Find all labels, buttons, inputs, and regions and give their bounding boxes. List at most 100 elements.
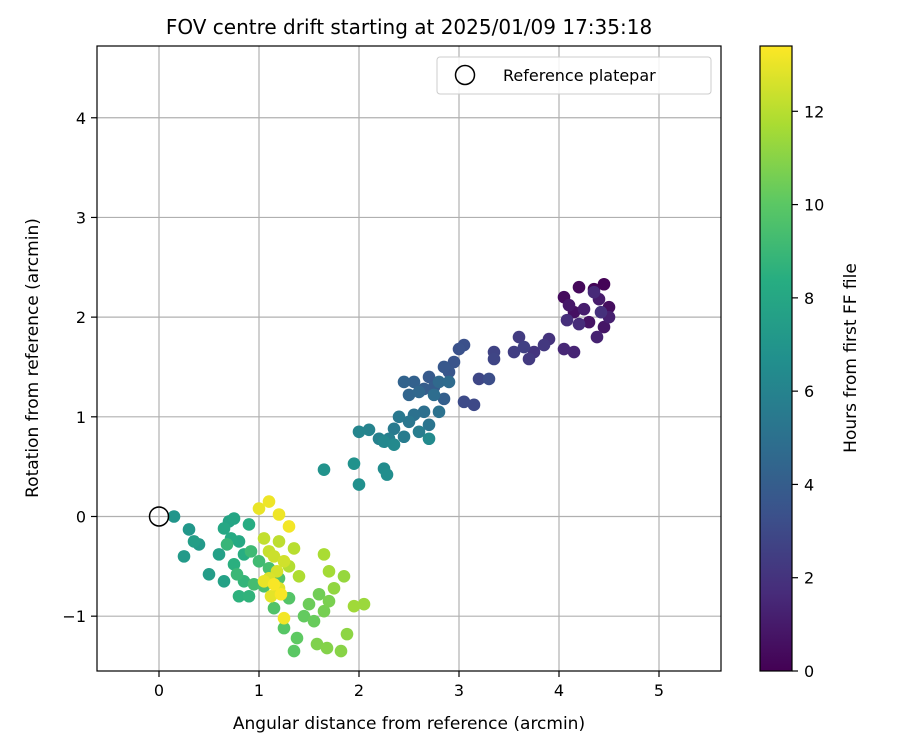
data-point xyxy=(220,538,234,551)
data-point xyxy=(312,587,326,601)
data-point xyxy=(347,599,361,613)
data-point xyxy=(244,545,258,558)
plot-area: 0 1 2 3 4 5 −1 0 1 2 3 4 xyxy=(62,45,722,700)
data-point xyxy=(334,644,348,658)
legend-box xyxy=(436,56,712,95)
data-point xyxy=(517,340,531,354)
legend-label: Reference platepar xyxy=(503,66,656,85)
data-point xyxy=(340,627,354,641)
data-point xyxy=(317,548,331,561)
legend: Reference platepar xyxy=(436,56,712,95)
data-point xyxy=(432,375,446,389)
data-point xyxy=(272,508,286,521)
data-point xyxy=(487,352,501,366)
data-point xyxy=(247,577,261,591)
data-point xyxy=(572,280,586,294)
data-point xyxy=(274,587,288,601)
chart-title: FOV centre drift starting at 2025/01/09 … xyxy=(166,15,652,39)
y-tick-label: 1 xyxy=(76,408,86,427)
data-point xyxy=(327,581,341,595)
x-axis-title: Angular distance from reference (arcmin) xyxy=(233,714,585,734)
data-point xyxy=(407,375,421,389)
data-point xyxy=(567,345,581,359)
data-point xyxy=(320,641,334,655)
data-point xyxy=(352,425,366,439)
data-point xyxy=(287,542,301,555)
data-point xyxy=(447,355,461,369)
y-tick-label: 0 xyxy=(76,507,86,526)
data-point xyxy=(472,372,486,386)
data-point xyxy=(467,398,481,412)
y-axis-title: Rotation from reference (arcmin) xyxy=(23,218,43,498)
colorbar-tick-label: 4 xyxy=(804,475,814,494)
data-point xyxy=(452,342,466,356)
data-point xyxy=(187,535,201,548)
data-point xyxy=(597,320,611,334)
data-point xyxy=(292,570,306,583)
data-point xyxy=(267,550,281,563)
colorbar-tick-label: 8 xyxy=(804,289,814,308)
colorbar-tick-label: 0 xyxy=(804,662,814,681)
data-point xyxy=(402,415,416,429)
data-point xyxy=(437,392,451,406)
data-point xyxy=(257,574,271,588)
y-tick-label: 3 xyxy=(76,208,86,227)
data-point xyxy=(397,375,411,389)
data-point xyxy=(277,555,291,568)
x-tick-label: 0 xyxy=(154,681,164,700)
data-point xyxy=(217,522,231,535)
data-point xyxy=(437,360,451,374)
data-point xyxy=(522,352,536,366)
data-point xyxy=(232,589,246,603)
data-point xyxy=(392,410,406,424)
data-point xyxy=(347,457,361,470)
data-point xyxy=(402,388,416,402)
data-point xyxy=(307,614,321,628)
data-point xyxy=(257,532,271,545)
data-point xyxy=(457,395,471,409)
x-tick-label: 1 xyxy=(254,681,264,700)
data-point xyxy=(212,548,226,561)
data-point xyxy=(317,463,331,476)
data-point xyxy=(587,285,601,299)
data-point xyxy=(422,418,436,432)
data-point xyxy=(442,375,456,389)
data-point xyxy=(310,637,324,651)
data-point xyxy=(537,338,551,352)
data-point xyxy=(597,277,611,291)
data-point xyxy=(357,597,371,611)
y-tick-label: 4 xyxy=(76,109,86,128)
x-tick-label: 3 xyxy=(454,681,464,700)
data-point xyxy=(252,502,266,515)
data-point xyxy=(422,432,436,446)
data-point xyxy=(227,558,241,571)
reference-marker xyxy=(148,506,170,527)
x-tick-label: 4 xyxy=(554,681,564,700)
data-point xyxy=(512,330,526,344)
data-point xyxy=(217,574,231,588)
data-point xyxy=(427,388,441,402)
data-point xyxy=(590,330,604,344)
data-point xyxy=(387,438,401,452)
data-point xyxy=(227,512,241,525)
data-point xyxy=(582,315,596,329)
data-point xyxy=(302,597,316,611)
data-point xyxy=(377,435,391,449)
x-tick-label: 2 xyxy=(354,681,364,700)
y-tick-label: −1 xyxy=(62,607,86,626)
data-point xyxy=(290,631,304,645)
legend-marker xyxy=(454,64,476,86)
data-point xyxy=(252,555,266,568)
data-point xyxy=(417,405,431,419)
data-point xyxy=(380,468,394,481)
data-point xyxy=(572,317,586,331)
data-point xyxy=(560,313,574,327)
data-point xyxy=(562,298,576,312)
colorbar-tick-label: 2 xyxy=(804,569,814,588)
data-point xyxy=(557,342,571,356)
colorbar: 0 2 4 6 8 10 12 xyxy=(759,45,824,681)
data-point xyxy=(297,609,311,623)
data-point xyxy=(177,550,191,563)
data-point xyxy=(267,601,281,615)
